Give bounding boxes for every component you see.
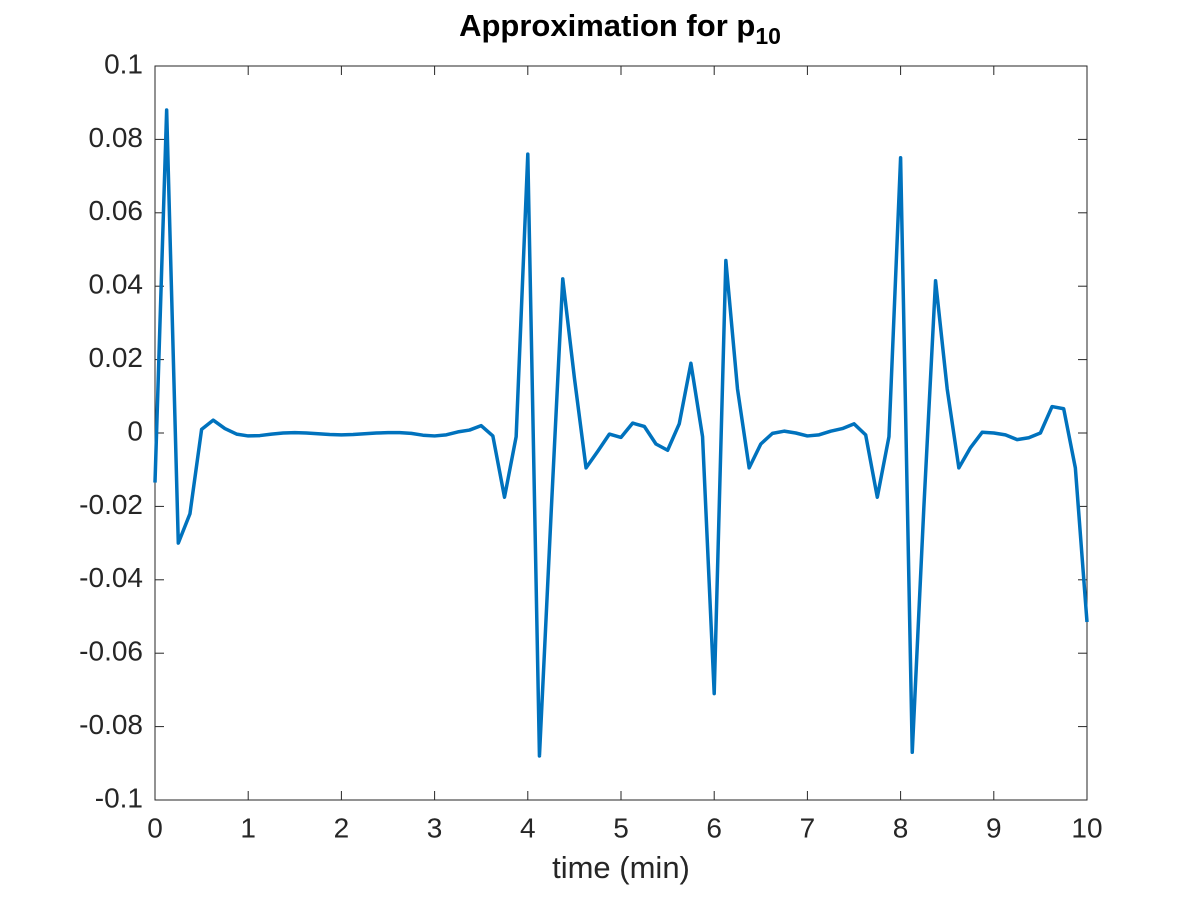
y-tick-label: 0.08 xyxy=(89,122,144,153)
y-tick-label: -0.04 xyxy=(79,562,143,593)
title-main: Approximation for p xyxy=(459,8,755,43)
chart-title: Approximation for p10 xyxy=(459,8,781,49)
title-subscript: 10 xyxy=(755,23,781,49)
x-tick-label: 4 xyxy=(520,812,536,843)
y-tick-label: -0.06 xyxy=(79,636,143,667)
x-axis-label: time (min) xyxy=(552,850,690,885)
y-tick-label: 0.06 xyxy=(89,195,144,226)
x-tick-label: 5 xyxy=(613,812,629,843)
x-tick-label: 2 xyxy=(334,812,350,843)
x-tick-label: 6 xyxy=(706,812,722,843)
x-tick-label: 9 xyxy=(986,812,1002,843)
y-tick-label: 0.1 xyxy=(104,48,143,79)
x-tick-label: 7 xyxy=(800,812,816,843)
x-tick-label: 1 xyxy=(240,812,256,843)
data-line xyxy=(153,108,1089,758)
x-tick-label: 3 xyxy=(427,812,443,843)
y-tick-label: 0.02 xyxy=(89,342,144,373)
x-tick-label: 0 xyxy=(147,812,163,843)
x-tick-label: 8 xyxy=(893,812,909,843)
x-tick-label: 10 xyxy=(1071,812,1102,843)
y-tick-label: -0.08 xyxy=(79,709,143,740)
y-tick-label: 0 xyxy=(127,415,143,446)
y-tick-label: -0.02 xyxy=(79,489,143,520)
y-tick-label: 0.04 xyxy=(89,269,144,300)
y-tick-label: -0.1 xyxy=(95,782,143,813)
